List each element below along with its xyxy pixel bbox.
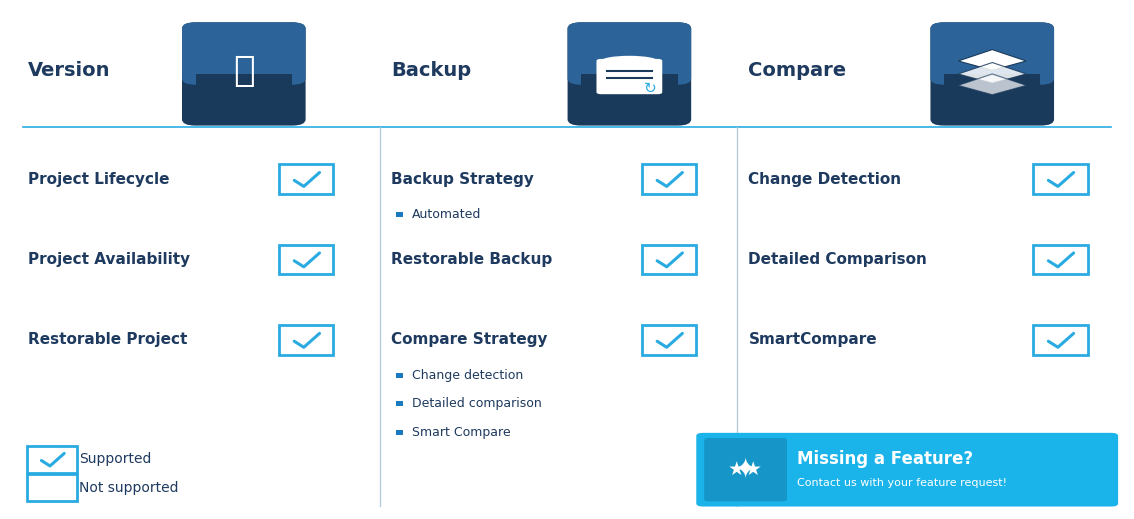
Text: Change Detection: Change Detection [748,172,902,186]
FancyBboxPatch shape [582,74,678,119]
FancyBboxPatch shape [642,325,696,354]
Text: Detailed Comparison: Detailed Comparison [748,252,928,267]
Text: Restorable Backup: Restorable Backup [391,252,552,267]
Text: Version: Version [28,61,111,79]
Bar [396,373,403,378]
Text: Backup: Backup [391,61,472,79]
Bar [396,212,403,217]
Text: Not supported: Not supported [79,481,179,495]
FancyBboxPatch shape [279,165,333,194]
Text: ⛹: ⛹ [232,54,255,88]
Text: Smart Compare: Smart Compare [412,426,510,439]
Text: Project Availability: Project Availability [28,252,191,267]
Polygon shape [958,62,1026,83]
FancyBboxPatch shape [195,74,293,119]
Text: Backup Strategy: Backup Strategy [391,172,534,186]
FancyBboxPatch shape [1033,245,1088,274]
Bar [396,430,403,435]
Bar [396,401,403,406]
Text: Detailed comparison: Detailed comparison [412,397,541,411]
FancyBboxPatch shape [181,22,305,126]
FancyBboxPatch shape [1033,325,1088,354]
FancyBboxPatch shape [943,74,1040,119]
FancyBboxPatch shape [930,22,1053,126]
FancyBboxPatch shape [181,22,305,85]
FancyBboxPatch shape [567,22,691,85]
FancyBboxPatch shape [642,245,696,274]
FancyBboxPatch shape [567,22,691,126]
Text: Project Lifecycle: Project Lifecycle [28,172,170,186]
FancyBboxPatch shape [930,22,1053,85]
Polygon shape [958,74,1026,94]
Text: Missing a Feature?: Missing a Feature? [797,450,973,468]
Text: Contact us with your feature request!: Contact us with your feature request! [797,478,1007,488]
Text: Compare Strategy: Compare Strategy [391,333,548,347]
Text: Compare: Compare [748,61,847,79]
FancyBboxPatch shape [1033,165,1088,194]
FancyBboxPatch shape [27,446,77,473]
FancyBboxPatch shape [279,325,333,354]
Text: ★★: ★★ [728,460,763,479]
Polygon shape [958,49,1026,71]
Text: Automated: Automated [412,208,481,221]
FancyBboxPatch shape [704,438,787,501]
Ellipse shape [601,56,658,66]
FancyBboxPatch shape [596,59,662,94]
FancyBboxPatch shape [696,433,1118,507]
FancyBboxPatch shape [27,474,77,501]
Text: SmartCompare: SmartCompare [748,333,877,347]
Text: ✦: ✦ [734,456,758,484]
Text: ↻: ↻ [643,81,657,96]
Text: Restorable Project: Restorable Project [28,333,188,347]
FancyBboxPatch shape [279,245,333,274]
Text: Supported: Supported [79,453,152,466]
Text: Change detection: Change detection [412,368,523,382]
FancyBboxPatch shape [642,165,696,194]
